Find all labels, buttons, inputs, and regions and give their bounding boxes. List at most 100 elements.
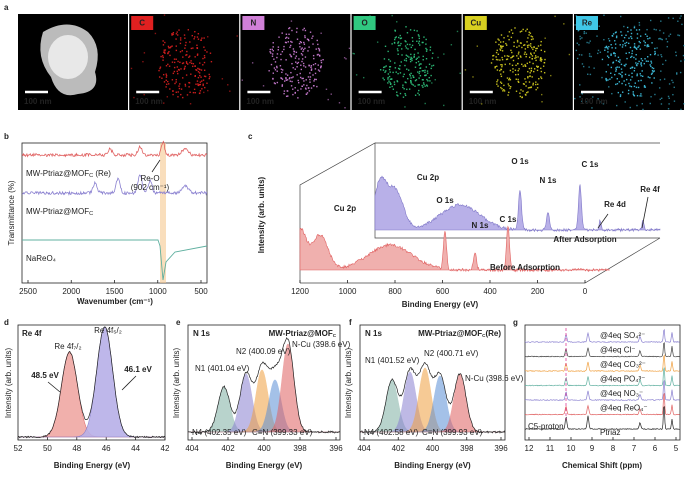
signal [310, 66, 312, 69]
signal [651, 72, 653, 75]
signal [296, 62, 299, 65]
signal [286, 74, 289, 76]
nmr-trace [525, 341, 680, 358]
signal [601, 76, 603, 79]
signal [405, 54, 408, 56]
signal [200, 80, 203, 82]
signal [289, 80, 292, 82]
signal [274, 69, 277, 71]
signal [195, 83, 197, 85]
signal [422, 70, 425, 72]
signal [199, 81, 202, 83]
signal [667, 95, 670, 98]
signal [397, 44, 400, 47]
signal [133, 96, 135, 99]
signal [523, 53, 526, 55]
signal [665, 38, 667, 40]
signal [199, 90, 202, 92]
signal [194, 65, 196, 67]
signal [542, 65, 545, 67]
signal [620, 31, 622, 33]
signal [672, 17, 674, 20]
signal [615, 31, 617, 33]
signal [636, 33, 639, 35]
signal [165, 65, 168, 67]
signal [508, 77, 511, 80]
x-axis-label: Wavenumber (cm⁻¹) [77, 297, 153, 306]
signal [302, 48, 305, 51]
signal [649, 37, 651, 39]
signal [596, 35, 598, 37]
signal [172, 72, 175, 75]
signal [506, 58, 509, 60]
signal [345, 58, 347, 60]
y-axis-label: Intensity (arb. units) [344, 348, 353, 419]
signal [507, 94, 509, 96]
signal [289, 53, 291, 56]
peak [360, 373, 505, 433]
signal [295, 31, 298, 33]
signal [614, 73, 616, 76]
signal [424, 71, 426, 73]
signal [196, 36, 199, 38]
signal [519, 42, 522, 44]
signal [422, 82, 425, 84]
signal [404, 106, 406, 108]
signal [344, 107, 346, 109]
signal [501, 64, 503, 66]
signal [528, 44, 530, 46]
signal [503, 37, 505, 39]
signal [165, 79, 167, 81]
signal [644, 86, 647, 88]
element-label: N [251, 19, 257, 28]
signal [286, 36, 288, 39]
signal [634, 82, 636, 84]
signal [639, 95, 641, 97]
signal [185, 74, 188, 76]
signal [599, 101, 601, 103]
signal [397, 72, 399, 75]
signal [508, 79, 510, 81]
signal [196, 44, 198, 46]
signal [535, 47, 537, 50]
signal [389, 66, 392, 68]
signal [426, 72, 429, 74]
signal [568, 53, 571, 56]
signal [533, 46, 535, 49]
x-tick-label: 48 [72, 444, 81, 453]
signal [416, 30, 418, 32]
signal [388, 68, 391, 71]
signal [430, 74, 432, 77]
signal [391, 14, 393, 17]
signal [668, 83, 671, 85]
signal [631, 76, 633, 78]
signal [393, 38, 396, 41]
signal [528, 67, 531, 70]
signal [495, 56, 497, 58]
signal [175, 49, 178, 52]
signal [497, 53, 500, 56]
signal [317, 43, 319, 46]
peak-label: N-Cu (398.6 eV) [465, 374, 524, 383]
signal [634, 47, 637, 49]
signal [179, 51, 182, 53]
signal [660, 54, 662, 56]
signal [517, 78, 519, 81]
signal [199, 74, 201, 77]
signal [632, 91, 634, 93]
x-tick-label: 8 [611, 444, 616, 453]
signal [318, 48, 321, 50]
signal [304, 66, 307, 68]
signal [294, 91, 297, 94]
nmr-trace [525, 393, 680, 416]
signal [184, 65, 186, 68]
peak [18, 326, 165, 438]
signal [516, 55, 518, 57]
signal [415, 79, 418, 81]
signal [500, 63, 502, 66]
signal [389, 78, 392, 80]
signal [620, 63, 623, 66]
signal [404, 40, 406, 42]
signal [633, 46, 635, 49]
signal [167, 52, 169, 55]
